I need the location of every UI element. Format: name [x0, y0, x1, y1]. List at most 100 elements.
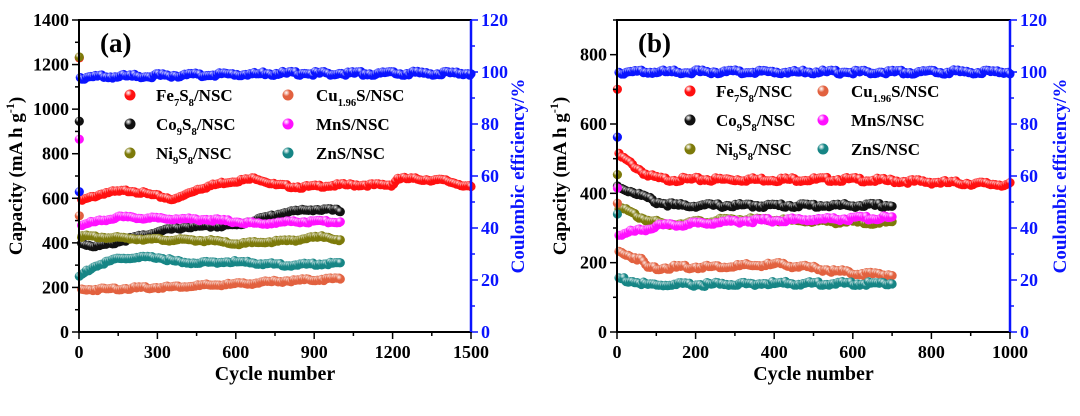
panel-b: 0 200 400 600 800 0 20 40 60 80 100 120 0 200 400 600 80…	[547, 10, 1071, 385]
y-tick-label: 200	[580, 253, 607, 273]
legend-label: Cu1.96S/NSC	[316, 86, 404, 109]
data-point	[887, 279, 897, 289]
x-axis-label: Cycle number	[753, 363, 874, 385]
legend-label: MnS/NSC	[316, 115, 390, 134]
legend-label: Fe7S8/NSC	[716, 82, 793, 105]
data-point	[335, 274, 345, 284]
legend-item: Ni9S8/NSC	[684, 140, 792, 163]
legend-marker	[684, 114, 696, 126]
x-axis-label: Cycle number	[215, 363, 336, 385]
legend-item: Fe7S8/NSC	[124, 86, 233, 109]
y-tick-label: 1200	[33, 55, 69, 75]
legend-item: Co9S8/NSC	[124, 115, 236, 138]
data-point	[335, 217, 345, 227]
data-point	[335, 207, 345, 217]
y2-tick-label: 100	[1020, 62, 1047, 82]
x-tick-label: 900	[301, 342, 328, 362]
y2-tick-label: 40	[481, 218, 499, 238]
x-tick-label: 0	[613, 342, 622, 362]
legend-marker	[124, 147, 136, 159]
y-tick-label: 200	[42, 277, 69, 297]
panel-label: (b)	[638, 28, 671, 58]
y-axis-label: Capacity (mA h g-1)	[547, 97, 571, 255]
y-tick-label: 600	[580, 114, 607, 134]
y-tick-label: 0	[598, 322, 607, 342]
legend-marker	[124, 89, 136, 101]
y-tick-label: 800	[580, 45, 607, 65]
legend-item: ZnS/NSC	[282, 144, 385, 163]
legend-label: Fe7S8/NSC	[156, 86, 233, 109]
legend-label: ZnS/NSC	[851, 140, 920, 159]
y2-tick-label: 40	[1020, 218, 1038, 238]
legend-marker	[817, 114, 829, 126]
data-point	[887, 201, 897, 211]
legend: Fe7S8/NSC Co9S8/NSC Ni9S8/NSC Cu1.96S/NSC Mn…	[684, 82, 939, 163]
y2-axis-label: Coulombic efficiency/%	[508, 79, 529, 274]
legend-label: Ni9S8/NSC	[716, 140, 792, 163]
y2-tick-label: 60	[481, 166, 499, 186]
y2-tick-label: 80	[1020, 114, 1038, 134]
panel-a: 0200400600800100012001400020406080100120…	[3, 10, 529, 385]
y2-axis-label: Coulombic efficiency/%	[1050, 79, 1071, 274]
series-zns-nsc	[612, 209, 897, 291]
data-point	[335, 235, 345, 245]
y2-tick-label: 60	[1020, 166, 1038, 186]
x-tick-label: 300	[144, 342, 171, 362]
legend-item: Co9S8/NSC	[684, 111, 796, 134]
legend-item: Ni9S8/NSC	[124, 144, 232, 167]
panel-label: (a)	[100, 28, 131, 58]
x-tick-label: 1500	[453, 342, 489, 362]
series-coulombic-efficiency	[74, 66, 476, 197]
y-tick-label: 600	[42, 188, 69, 208]
legend-item: Cu1.96S/NSC	[282, 86, 404, 109]
x-tick-label: 0	[75, 342, 84, 362]
legend-item: ZnS/NSC	[817, 140, 920, 159]
legend-marker	[817, 85, 829, 97]
data-point	[335, 258, 345, 268]
legend-item: MnS/NSC	[817, 111, 925, 130]
legend-marker	[124, 118, 136, 130]
series-co9s8-nsc	[612, 181, 897, 212]
y2-tick-label: 120	[481, 10, 508, 30]
series-cu1-96s-nsc	[612, 198, 897, 282]
data-point	[887, 212, 897, 222]
series-cu1-96s-nsc	[74, 211, 345, 296]
legend-marker	[684, 143, 696, 155]
y-axis-label: Capacity (mA h g-1)	[3, 97, 27, 255]
x-tick-label: 600	[222, 342, 249, 362]
legend-marker	[817, 143, 829, 155]
legend-marker	[684, 85, 696, 97]
series-mns-nsc	[612, 183, 897, 240]
y2-tick-label: 0	[1020, 322, 1029, 342]
y-tick-label: 1400	[33, 10, 69, 30]
y-tick-label: 400	[42, 233, 69, 253]
series-coulombic-efficiency	[612, 65, 1015, 142]
series-fe7s8-nsc	[74, 53, 476, 205]
x-tick-label: 400	[761, 342, 788, 362]
x-tick-label: 800	[918, 342, 945, 362]
legend-label: ZnS/NSC	[316, 144, 385, 163]
legend: Fe7S8/NSC Co9S8/NSC Ni9S8/NSC Cu1.96S/NSC Mn…	[124, 86, 404, 167]
legend-item: MnS/NSC	[282, 115, 390, 134]
legend-item: Cu1.96S/NSC	[817, 82, 939, 105]
x-tick-label: 1000	[992, 342, 1028, 362]
y2-tick-label: 20	[1020, 270, 1038, 290]
y2-tick-label: 20	[481, 270, 499, 290]
legend-marker	[282, 89, 294, 101]
y-tick-label: 400	[580, 183, 607, 203]
legend-label: Co9S8/NSC	[156, 115, 236, 138]
legend-label: Ni9S8/NSC	[156, 144, 232, 167]
x-tick-label: 200	[682, 342, 709, 362]
legend-label: Cu1.96S/NSC	[851, 82, 939, 105]
y-tick-label: 0	[60, 322, 69, 342]
data-point	[887, 271, 897, 281]
y2-tick-label: 100	[481, 62, 508, 82]
y-tick-label: 1000	[33, 99, 69, 119]
y2-tick-label: 0	[481, 322, 490, 342]
legend-label: MnS/NSC	[851, 111, 925, 130]
y2-tick-label: 120	[1020, 10, 1047, 30]
legend-item: Fe7S8/NSC	[684, 82, 793, 105]
x-tick-label: 600	[839, 342, 866, 362]
legend-marker	[282, 147, 294, 159]
